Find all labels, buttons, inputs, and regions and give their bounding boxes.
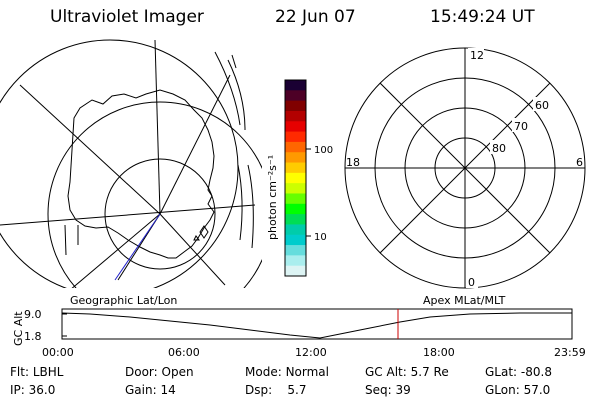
colorbar-swatch xyxy=(285,121,306,133)
latitude-circle xyxy=(47,101,262,288)
geographic-map-label: Geographic Lat/Lon xyxy=(70,294,177,307)
colorbar-swatch xyxy=(285,90,306,102)
mlt-label-0: 0 xyxy=(468,276,475,289)
colorbar: 100 10 photon cm⁻²s⁻¹ xyxy=(266,79,333,277)
door-value: Open xyxy=(161,365,194,379)
altitude-xtick-label: 23:59 xyxy=(554,346,586,359)
label-mask xyxy=(490,140,508,154)
map-horizon xyxy=(0,39,239,288)
colorbar-swatch xyxy=(285,265,306,277)
altitude-plot: GC Alt 9.0 1.8 00:00 06:00 12:00 18:00 2… xyxy=(12,308,586,359)
altitude-ytick-label: 1.8 xyxy=(24,330,42,343)
apex-map-label: Apex MLat/MLT xyxy=(423,294,506,307)
meridian-line xyxy=(71,213,161,288)
meridian-line xyxy=(19,84,161,215)
colorbar-swatch xyxy=(285,162,306,174)
map-tick xyxy=(231,54,237,69)
meridian-line xyxy=(154,39,161,215)
status-door: Door: Open xyxy=(125,365,194,379)
antarctica-coastline xyxy=(67,89,215,259)
dsp-value: 5.7 xyxy=(287,383,307,397)
colorbar-frame xyxy=(284,79,307,277)
altitude-xtick-label: 18:00 xyxy=(423,346,455,359)
altitude-plot-frame xyxy=(61,308,573,340)
altitude-ylabel: GC Alt xyxy=(12,311,25,346)
colorbar-swatch xyxy=(285,141,306,153)
colorbar-swatch xyxy=(285,224,306,236)
colorbar-swatch xyxy=(285,80,306,91)
mlat-label-80: 80 xyxy=(492,142,506,155)
label-mask xyxy=(468,48,484,62)
colorbar-tick-label: 10 xyxy=(314,232,327,243)
colorbar-unit-label: photon cm⁻²s⁻¹ xyxy=(266,155,279,240)
latitude-arc xyxy=(247,164,254,249)
status-glon: GLon: 57.0 xyxy=(485,383,551,397)
map-tick xyxy=(64,224,79,256)
status-gc-alt: GC Alt: 5.7 Re xyxy=(365,365,449,379)
status-filter: Flt: LBHL xyxy=(10,365,64,379)
label-mask xyxy=(533,97,551,111)
mlat-label-70: 70 xyxy=(514,120,528,133)
glon-value: 57.0 xyxy=(523,383,551,397)
status-glat: GLat: -80.8 xyxy=(485,365,552,379)
status-mode: Mode: Normal xyxy=(245,365,329,379)
status-seq: Seq: 39 xyxy=(365,383,411,397)
ip-value: 36.0 xyxy=(28,383,56,397)
date-label: 22 Jun 07 xyxy=(275,7,356,27)
colorbar-gradient xyxy=(285,80,306,277)
mlt-label-18: 18 xyxy=(346,156,360,169)
colorbar-swatch xyxy=(285,203,306,215)
altitude-ytick-label: 9.0 xyxy=(24,308,42,321)
altitude-xtick-label: 06:00 xyxy=(168,346,200,359)
mlt-label-12: 12 xyxy=(470,49,484,62)
colorbar-swatch xyxy=(285,131,306,143)
status-gain: Gain: 14 xyxy=(125,383,176,397)
colorbar-swatch xyxy=(285,110,306,122)
latitude-circle xyxy=(104,158,216,270)
mlt-label-6: 6 xyxy=(576,156,583,169)
geographic-map xyxy=(0,39,262,288)
colorbar-swatch xyxy=(285,172,306,184)
altitude-xtick-label: 12:00 xyxy=(295,346,327,359)
status-ip: IP: 36.0 xyxy=(10,383,56,397)
instrument-title: Ultraviolet Imager xyxy=(50,7,204,27)
latitude-arc xyxy=(214,51,241,126)
satellite-track xyxy=(114,213,161,281)
mlat-label-60: 60 xyxy=(535,99,549,112)
filter-value: LBHL xyxy=(32,365,64,379)
gc-alt-value: 5.7 Re xyxy=(410,365,449,379)
meridian-line xyxy=(0,204,256,226)
colorbar-swatch xyxy=(285,193,306,205)
time-label: 15:49:24 UT xyxy=(430,7,535,27)
polar-labels: 12 18 6 0 60 70 80 xyxy=(346,48,583,289)
polar-grid xyxy=(344,47,586,289)
island-outline xyxy=(199,225,209,239)
latitude-arc xyxy=(237,164,243,241)
colorbar-swatch xyxy=(285,245,306,256)
label-mask xyxy=(466,275,478,288)
altitude-xtick-label: 00:00 xyxy=(42,346,74,359)
label-mask xyxy=(512,118,530,132)
status-dsp: Dsp: 5.7 xyxy=(245,383,307,397)
mlt-meridian xyxy=(379,82,551,254)
meridian-line xyxy=(159,213,226,286)
colorbar-swatch xyxy=(285,152,306,164)
colorbar-swatch xyxy=(285,100,306,112)
altitude-curve xyxy=(61,312,572,339)
seq-value: 39 xyxy=(395,383,411,397)
colorbar-swatch xyxy=(285,234,306,246)
mode-value: Normal xyxy=(285,365,329,379)
meridian-line xyxy=(159,74,231,215)
colorbar-swatch xyxy=(285,214,306,225)
glat-value: -80.8 xyxy=(520,365,552,379)
colorbar-tick-label: 100 xyxy=(314,145,333,156)
latitude-arc xyxy=(227,59,246,131)
colorbar-swatch xyxy=(285,183,306,194)
island-outline xyxy=(193,235,200,241)
gain-value: 14 xyxy=(160,383,176,397)
colorbar-swatch xyxy=(285,255,306,267)
